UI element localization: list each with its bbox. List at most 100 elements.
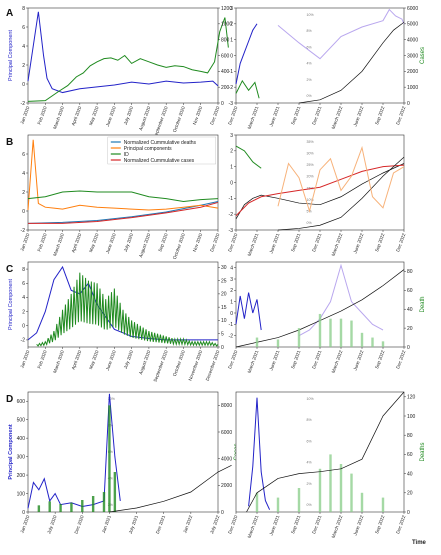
y2-tick-label: 0 — [221, 510, 224, 516]
x-tick-label: June 2020 — [105, 232, 117, 254]
series-line — [277, 145, 405, 213]
bar-mark — [297, 328, 301, 347]
legend-entry: Principal components — [124, 146, 172, 152]
x-tick-label: July 2020 — [46, 514, 57, 534]
x-tick-label: Feb 2020 — [37, 105, 48, 125]
x-tick-label: Jan 2020 — [19, 232, 30, 252]
y-tick-label: 1 — [230, 164, 233, 170]
panel-label: A — [6, 8, 13, 19]
x-tick-label: Dec 2020 — [209, 105, 220, 125]
y-axis-label: Principal Component — [8, 424, 14, 479]
panel-a-right: 10% 8% 6% 4% 2% 0% -3 -2 -1 0 1 2 3 0 1000 2000 3000 4000… — [227, 6, 426, 130]
x-tick-label: Jan 2020 — [19, 514, 30, 534]
x-tick-label: June 2022 — [353, 514, 365, 536]
legend-entry: Normalized Cummulative cases — [124, 158, 195, 164]
x-tick-label: August 2020 — [138, 232, 152, 258]
bar-mark — [339, 464, 343, 512]
x-tick-label: June 2020 — [105, 349, 117, 371]
x-tick-label: October 2020 — [172, 232, 186, 260]
x-tick-label: August 2020 — [138, 349, 152, 375]
y-tick-label: 2 — [22, 309, 25, 315]
bar-mark — [318, 468, 322, 512]
bar-mark — [108, 405, 111, 512]
y-tick-label: 4 — [22, 44, 25, 50]
y-tick-label: -2 — [21, 101, 26, 107]
y-tick-label: 6 — [22, 152, 25, 158]
series-line — [246, 391, 405, 513]
y2-tick-label: 800 — [221, 37, 230, 43]
x-tick-label: April 2020 — [71, 105, 83, 126]
y2-tick-label: 200 — [221, 85, 230, 91]
x-tick-label: March 2021 — [247, 349, 260, 374]
x-tick-label: March 2021 — [247, 232, 260, 257]
x-tick-label: Dec 2020 — [209, 232, 220, 252]
y2-tick-label: 25 — [221, 278, 227, 284]
y2-tick-label: 0 — [221, 101, 224, 107]
x-tick-label: March 2022 — [331, 232, 344, 257]
x-tick-label: July 2022 — [209, 514, 220, 534]
bar-mark — [371, 337, 374, 347]
x-tick-label: June 2021 — [269, 105, 281, 127]
y2-tick-label: 0 — [221, 345, 224, 351]
y2-tick-label: 5 — [221, 332, 224, 338]
y2-tick-label: 60 — [407, 452, 413, 458]
y-tick-label: 2 — [230, 288, 233, 294]
bar-mark — [102, 492, 106, 512]
y-axis-label: Principal Component — [8, 30, 14, 82]
x-tick-label: June 2022 — [353, 232, 365, 254]
y-tick-label: -2 — [21, 338, 26, 344]
y-tick-label: 8 — [22, 267, 25, 273]
x-tick-label: Feb 2020 — [37, 349, 48, 369]
series-line — [235, 145, 262, 169]
x-tick-label: Jan 2022 — [182, 514, 193, 534]
x-tick-label: March 2020 — [52, 349, 65, 374]
x-tick-label: Dec 2022 — [395, 232, 406, 252]
bar-mark — [70, 502, 73, 512]
y-tick-label: 6 — [22, 25, 25, 31]
x-tick-label: December 2020 — [205, 349, 221, 381]
series-line — [298, 263, 384, 337]
bar-mark — [276, 497, 280, 512]
y-tick-label: 0 — [230, 311, 233, 317]
x-tick-label: May 2020 — [88, 232, 100, 253]
y-tick-label: 0 — [22, 82, 25, 88]
series-line — [235, 23, 258, 85]
y2-tick-label: 6000 — [221, 430, 232, 436]
x-tick-label: March 2022 — [331, 349, 344, 374]
x-tick-label: Sep 2022 — [374, 232, 385, 252]
series-line — [235, 79, 260, 99]
bar-mark — [329, 318, 332, 347]
y2-tick-label: 100 — [407, 414, 416, 420]
y2-tick-label: 20 — [407, 326, 413, 332]
y2-tick-label: 4000 — [221, 456, 232, 462]
y2-axis-label: Death — [420, 296, 426, 312]
y2-tick-label: 8000 — [221, 403, 232, 409]
y2-tick-label: 1000 — [221, 22, 232, 28]
bar-mark — [255, 492, 259, 512]
x-tick-label: July 2021 — [128, 514, 139, 534]
percent-label: 2% — [307, 78, 312, 82]
bar-mark — [360, 492, 364, 512]
x-tick-label: Sep 2021 — [290, 232, 301, 252]
percent-label: 35% — [307, 140, 314, 144]
y2-tick-label: 80 — [407, 433, 413, 439]
panel-b-left: -2 0 2 4 6 Jan 2020 Feb 2020 March 2020 April 20… — [19, 134, 221, 260]
y2-tick-label: 40 — [407, 471, 413, 477]
x-tick-label: Dec 2020 — [227, 232, 238, 252]
y2-tick-label: 400 — [221, 69, 230, 75]
x-axis-label: Time — [412, 540, 427, 546]
series-line — [36, 272, 219, 347]
panel-a-left: -2 0 2 4 6 8 0 200 400 600 800 1000 1200 Jan 2020 Feb … — [8, 6, 232, 139]
series-line — [109, 465, 232, 513]
y-tick-label: 300 — [17, 454, 26, 460]
x-tick-label: Dec 2022 — [395, 349, 406, 369]
percent-label: 0% — [307, 503, 312, 507]
bar-mark — [350, 320, 353, 347]
x-tick-label: November 2020 — [188, 349, 204, 381]
percent-label: 25% — [307, 163, 314, 167]
y-tick-label: 2 — [22, 190, 25, 196]
panel-c-left: -2 0 2 4 6 8 0 5 10 15 20 25 30 Jan 2020 Feb 2020 March… — [8, 261, 227, 383]
